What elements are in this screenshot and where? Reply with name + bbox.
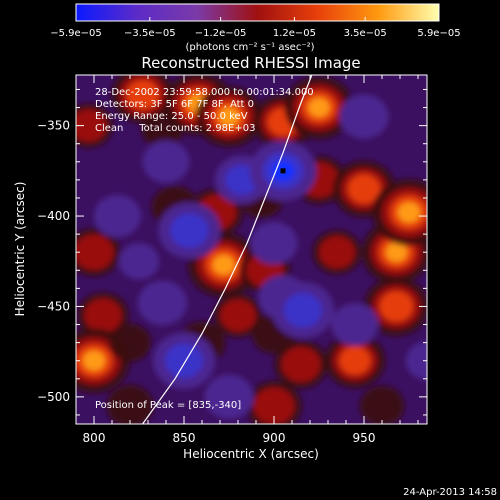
colorbar-tick-label: −5.9e−05 [50, 28, 102, 39]
heatmap-blob [283, 292, 322, 328]
annotation-peak: Position of Peak = [835,-340] [95, 400, 241, 411]
heatmap-area [76, 75, 427, 424]
heatmap-blob [93, 194, 141, 238]
heatmap-blob [142, 140, 190, 184]
y-tick-label: −350 [37, 119, 70, 133]
heatmap-blob [359, 385, 405, 424]
annotation-clean: Clean Total counts: 2.98E+03 [95, 123, 255, 134]
colorbar-ticks [75, 17, 440, 21]
annotation-time: 28-Dec-2002 23:59:58.000 to 00:01:34.000 [95, 87, 314, 98]
x-axis-ticks: 800 850 900 950 [75, 75, 419, 445]
plot-frame [75, 74, 428, 425]
heatmap-blob [84, 298, 122, 333]
heatmap-blob [204, 374, 254, 420]
heatmap-blob [308, 97, 330, 118]
heatmap-blob [212, 254, 235, 275]
heatmap-blob [170, 213, 209, 248]
heatmap-blob [331, 303, 379, 346]
heatmap-blob [118, 242, 160, 280]
heatmap-blob [126, 80, 159, 110]
heatmap-blob [253, 387, 295, 424]
heatmap-blob [318, 235, 356, 269]
heatmap-blob [405, 341, 427, 380]
y-tick-label: −400 [37, 209, 70, 223]
heatmap-blob [385, 242, 408, 262]
colorbar-tick-label: 5.9e−05 [417, 28, 460, 39]
heatmap-blob [397, 202, 421, 223]
heatmap-blob [76, 234, 114, 271]
heatmap-blob [250, 221, 298, 265]
heatmap-blob [379, 291, 414, 322]
heatmap-blob [339, 346, 371, 375]
x-tick-label: 850 [173, 431, 196, 445]
colorbar-tick-label: 1.2e−05 [273, 28, 316, 39]
y-axis-ticks: −350 −400 −450 −500 [37, 88, 427, 416]
peak-marker [280, 168, 286, 174]
colorbar [76, 4, 439, 21]
colorbar-tick-label: −1.2e−05 [195, 28, 247, 39]
heatmap-blob [347, 174, 381, 204]
colorbar-frame [75, 3, 440, 22]
x-tick-label: 950 [353, 431, 376, 445]
y-tick-label: −450 [37, 299, 70, 313]
x-tick-label: 800 [83, 431, 106, 445]
annotation-detectors: Detectors: 3F 5F 6F 7F 8F, Att 0 [95, 99, 254, 110]
heatmap-blob [76, 109, 107, 142]
footer-date: 24-Apr-2013 14:58 [403, 487, 497, 498]
colorbar-tick-label: 3.5e−05 [344, 28, 387, 39]
x-tick-label: 900 [263, 431, 286, 445]
heatmap-blob [106, 384, 154, 424]
colorbar-tick-labels: −5.9e−05 −3.5e−05 −1.2e−05 1.2e−05 3.5e−05 5.… [50, 28, 460, 39]
heatmap-blobs [76, 75, 427, 424]
heatmap-blob [219, 299, 257, 332]
heatmap-blob [137, 280, 187, 326]
colorbar-unit-label: (photons cm⁻² s⁻¹ asec⁻²) [185, 42, 314, 53]
annotation-energy: Energy Range: 25.0 - 50.0 keV [95, 111, 248, 122]
y-tick-label: −500 [37, 390, 70, 404]
heatmap-blob [109, 323, 151, 362]
chart-title: Reconstructed RHESSI Image [141, 54, 360, 72]
heatmap-blob [218, 107, 240, 127]
x-axis-label: Heliocentric X (arcsec) [183, 447, 319, 461]
solar-limb-curve [142, 75, 313, 424]
heatmap-blob [281, 346, 321, 383]
colorbar-tick-label: −3.5e−05 [124, 28, 176, 39]
y-axis-label: Heliocentric Y (arcsec) [13, 182, 27, 317]
heatmap-blob [82, 350, 106, 371]
heatmap-blob [164, 343, 204, 379]
heatmap-blob [339, 94, 389, 139]
